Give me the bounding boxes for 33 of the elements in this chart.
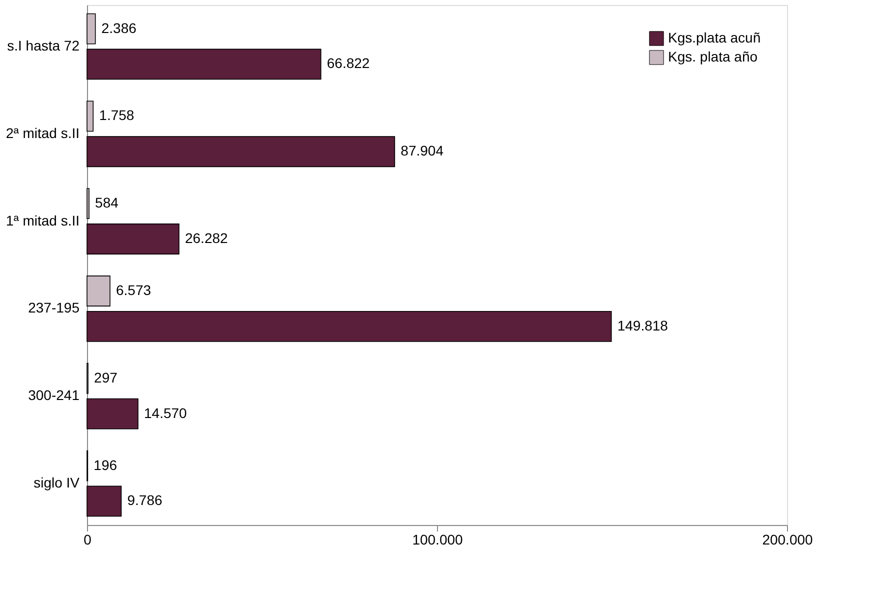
- y-tick-label: 2ª mitad s.II: [6, 124, 80, 141]
- data-label: 2.386: [101, 20, 137, 36]
- y-tick-label: 1ª mitad s.II: [6, 212, 80, 228]
- bar: [86, 398, 138, 430]
- bar: [86, 188, 90, 220]
- data-label: 6.573: [116, 282, 152, 298]
- y-tick-label: 300-241: [28, 387, 80, 404]
- data-label: 297: [94, 369, 118, 386]
- x-tick-label: 100.000: [412, 532, 464, 548]
- bar: [86, 486, 122, 517]
- bar: [86, 13, 96, 44]
- data-label: 66.822: [326, 55, 370, 72]
- bar: [86, 48, 322, 80]
- legend-label: Kgs. plata año: [668, 48, 758, 64]
- data-label: 584: [95, 194, 119, 211]
- data-label: 1.758: [99, 107, 134, 124]
- data-label: 149.818: [617, 317, 668, 334]
- bar: [86, 224, 180, 254]
- data-label: 26.282: [184, 230, 228, 246]
- x-tick-label: 0: [84, 532, 92, 548]
- y-tick-label: 237-195: [28, 300, 80, 316]
- data-label: 9.786: [127, 492, 162, 508]
- y-tick-label: s.I hasta 72: [7, 38, 80, 54]
- data-label: 87.904: [400, 142, 444, 159]
- data-label: 196: [94, 456, 118, 473]
- bar: [86, 100, 94, 132]
- bar: [86, 310, 612, 342]
- bar: [86, 276, 110, 306]
- bar: [86, 136, 396, 168]
- x-tick-label: 200.000: [762, 532, 814, 548]
- data-label: 14.570: [144, 404, 188, 421]
- y-tick-label: siglo IV: [34, 474, 80, 490]
- legend-label: Kgs.plata acuñ: [668, 30, 761, 46]
